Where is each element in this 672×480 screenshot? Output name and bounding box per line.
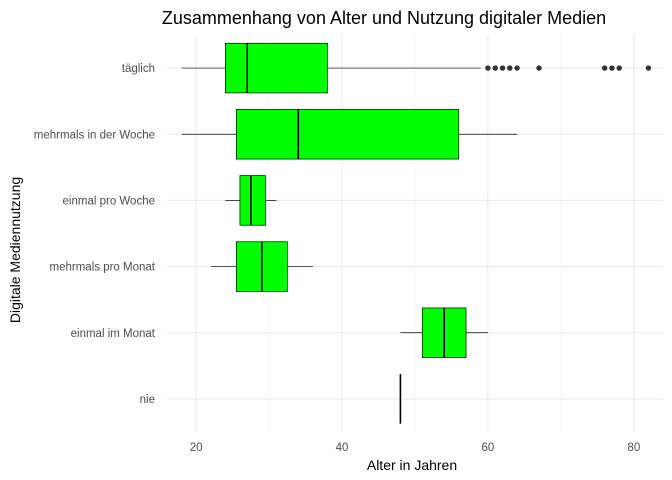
outlier-point [492,65,498,71]
outlier-point [507,65,513,71]
y-tick-label: nie [140,394,155,406]
y-tick-label: täglich [122,63,155,75]
x-axis-label: Alter in Jahren [367,457,457,473]
tick-labels: 20 40 60 80 täglich mehrmals in der Woche einm… [34,63,640,454]
box-2 [225,175,277,226]
x-tick-label: 60 [482,442,495,454]
grid [167,35,663,432]
outlier-point [616,65,622,71]
boxes [181,42,652,424]
y-tick-label: einmal pro Woche [63,195,155,207]
box-4 [400,307,488,358]
chart-title: Zusammenhang von Alter und Nutzung digit… [162,8,606,28]
outlier-point [645,65,652,71]
outlier-point [609,65,615,71]
outlier-point [499,65,506,71]
outlier-point [536,65,542,71]
outlier-point [514,65,520,71]
outlier-point [485,65,491,71]
box-1 [181,109,518,160]
box-3 [210,241,313,292]
x-tick-label: 20 [190,442,203,454]
x-tick-label: 40 [336,442,349,454]
iqr-box [239,175,266,226]
iqr-box [235,109,460,160]
box-0 [181,42,652,94]
iqr-box [225,42,328,94]
outlier-point [601,65,608,71]
y-axis-label: Digitale Mediennutzung [7,177,23,323]
y-tick-label: einmal im Monat [71,328,156,340]
y-tick-label: mehrmals pro Monat [50,262,156,274]
y-tick-label: mehrmals in der Woche [34,129,155,141]
x-tick-label: 80 [627,442,640,454]
